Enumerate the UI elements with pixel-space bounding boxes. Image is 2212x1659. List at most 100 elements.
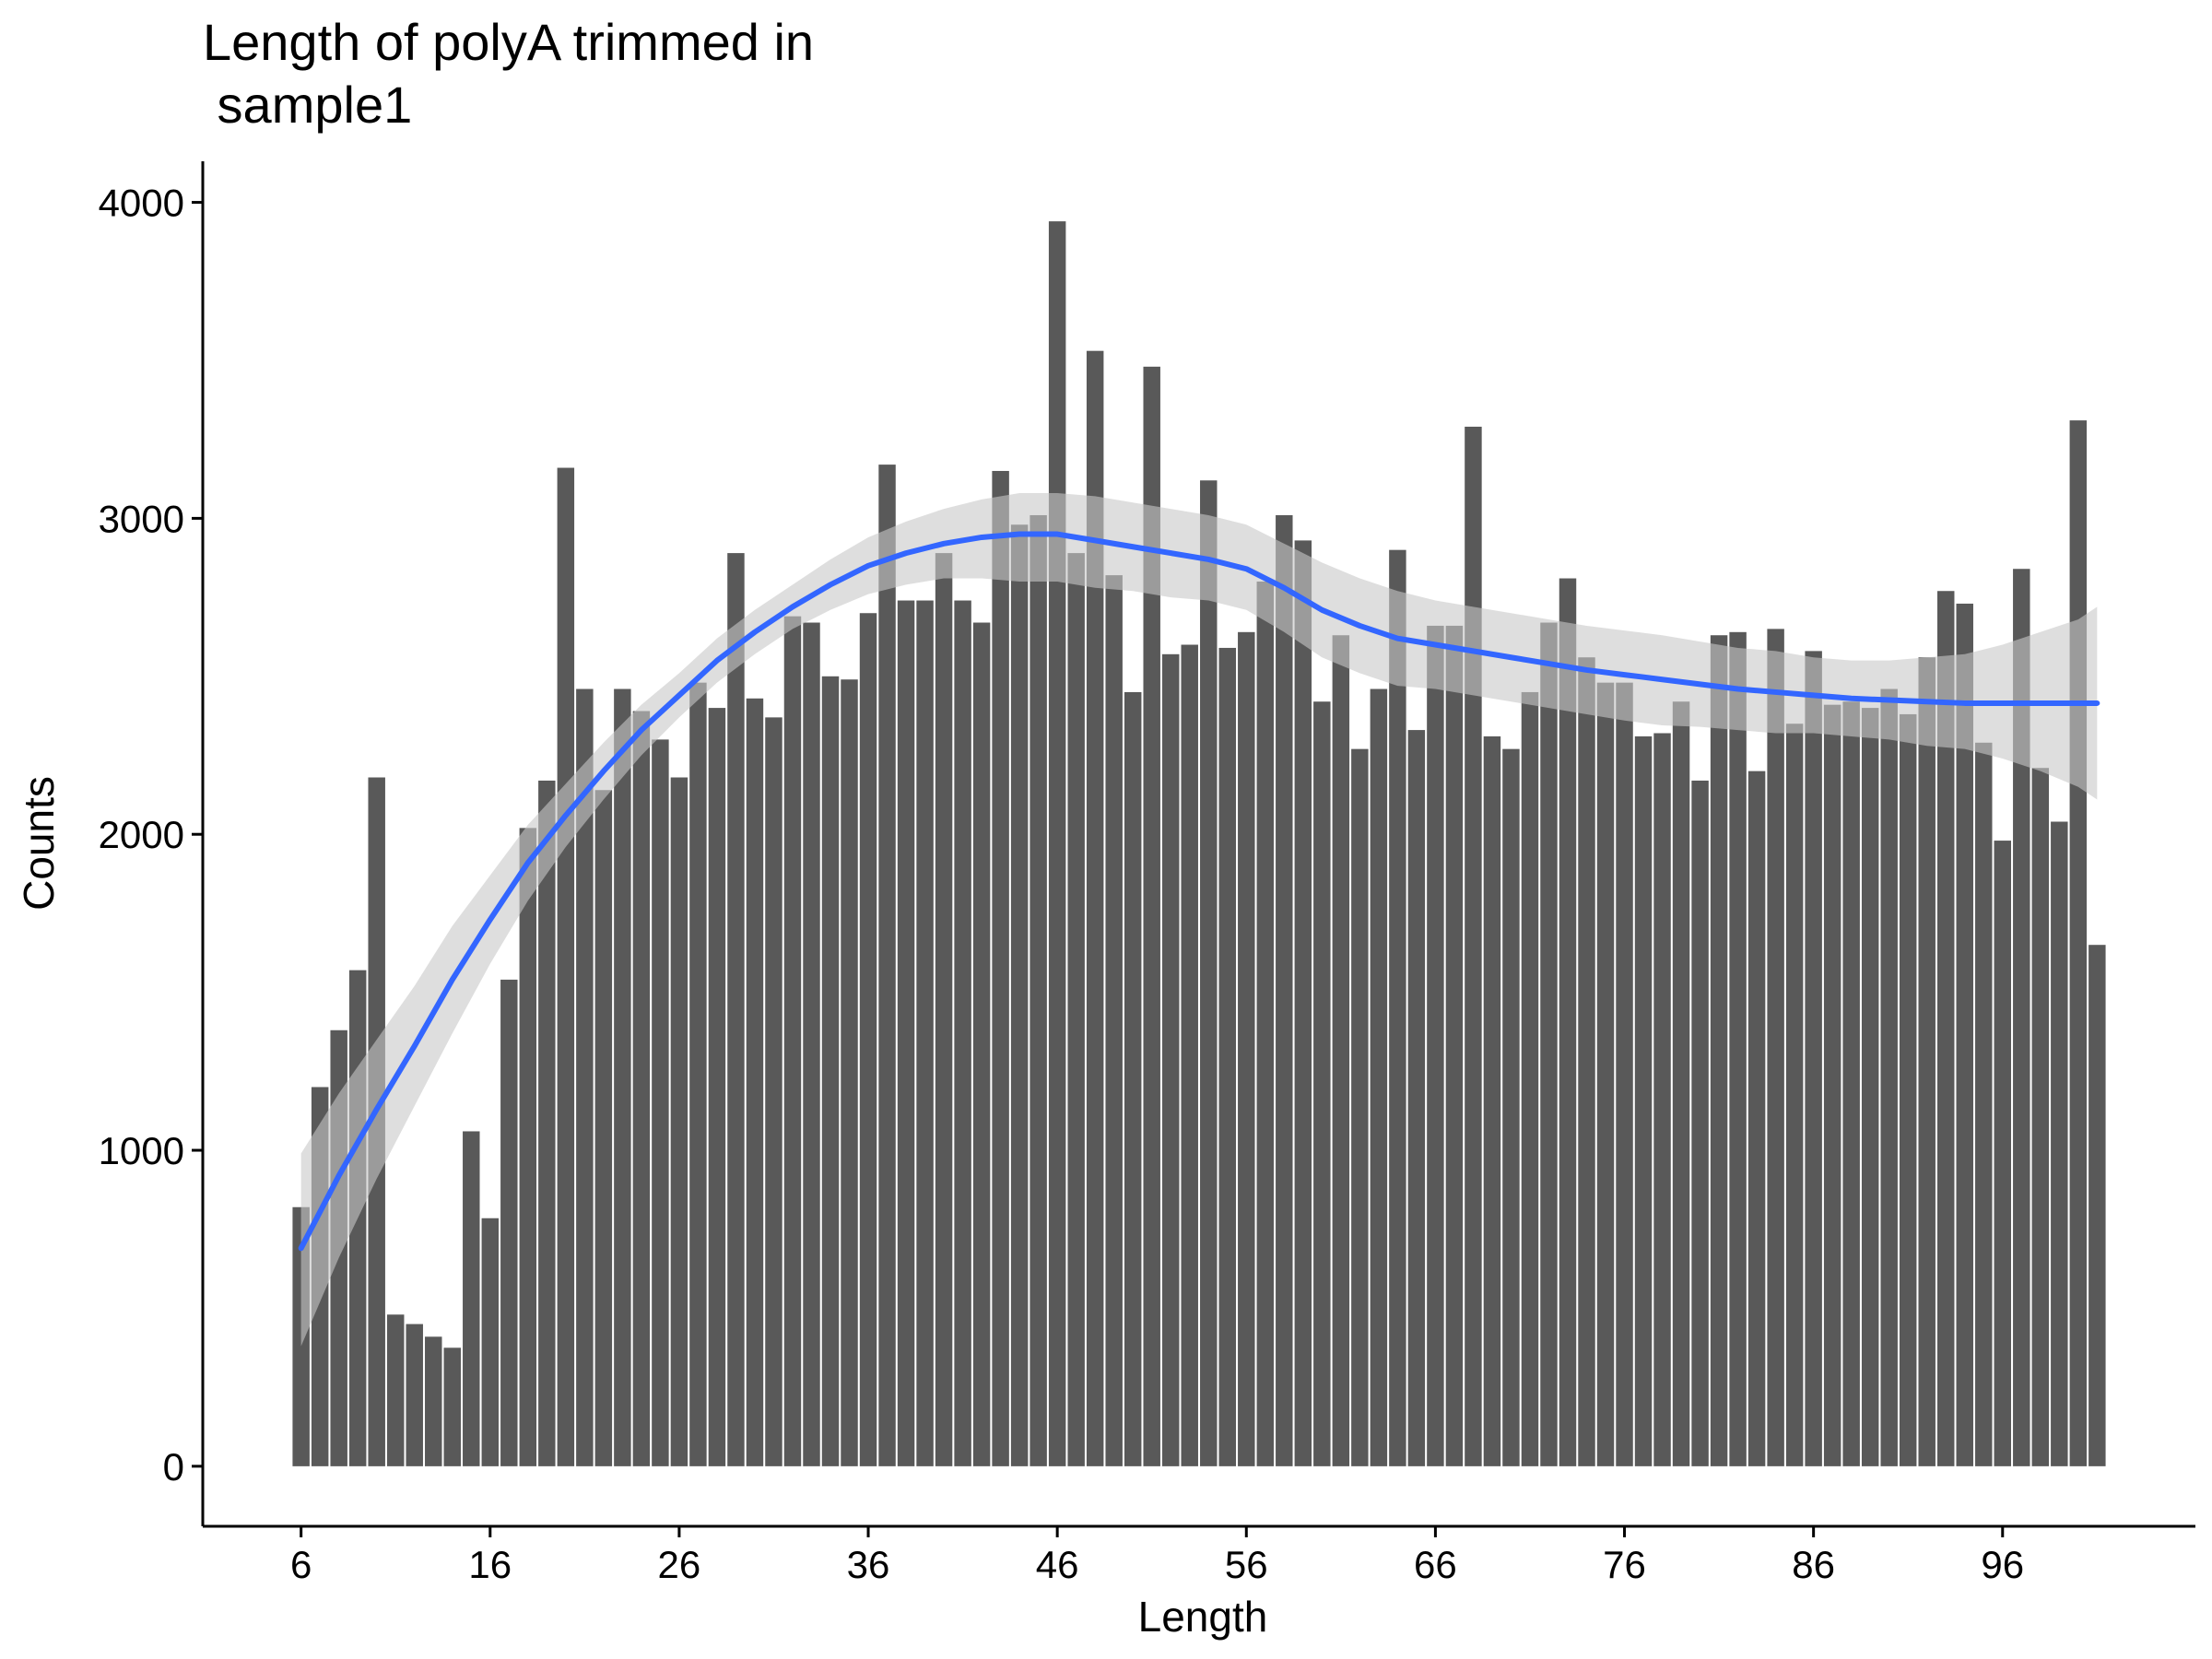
bar-22	[594, 790, 613, 1466]
y-axis-label: Counts	[15, 776, 63, 911]
bar-94	[1956, 603, 1973, 1466]
bar-86	[1805, 651, 1822, 1466]
bar-58	[1276, 514, 1293, 1466]
x-tick-label-36: 36	[847, 1543, 890, 1586]
bar-43	[992, 470, 1009, 1466]
bar-59	[1294, 540, 1312, 1466]
bar-48	[1086, 350, 1104, 1466]
bar-81	[1710, 635, 1728, 1466]
bar-26	[670, 777, 688, 1466]
bar-70	[1502, 748, 1520, 1466]
bar-29	[727, 553, 745, 1466]
bar-87	[1823, 704, 1841, 1466]
bar-77	[1634, 735, 1653, 1466]
bar-52	[1162, 653, 1180, 1466]
bar-57	[1256, 581, 1275, 1466]
bar-28	[708, 708, 726, 1466]
bar-67	[1445, 625, 1464, 1466]
bar-14	[443, 1347, 461, 1466]
bar-64	[1389, 549, 1406, 1466]
bar-101	[2088, 945, 2106, 1466]
bar-62	[1351, 748, 1369, 1466]
bar-21	[576, 688, 594, 1466]
x-tick-label-76: 76	[1603, 1543, 1646, 1586]
smooth-line	[298, 531, 2100, 1252]
bar-60	[1313, 701, 1331, 1466]
bar-85	[1785, 724, 1804, 1466]
bar-66	[1427, 625, 1444, 1466]
bar-72	[1540, 622, 1558, 1466]
bar-79	[1672, 701, 1690, 1466]
bar-76	[1616, 682, 1633, 1466]
bar-95	[1975, 742, 1993, 1466]
x-tick-label-26: 26	[658, 1543, 701, 1586]
y-tick-label-4000: 4000	[99, 182, 184, 225]
bar-18	[519, 828, 537, 1466]
bar-13	[425, 1336, 442, 1466]
bar-19	[538, 780, 556, 1466]
bar-30	[746, 698, 764, 1466]
bar-39	[916, 600, 934, 1466]
bar-71	[1521, 691, 1539, 1466]
bar-25	[652, 739, 669, 1466]
bar-84	[1767, 629, 1784, 1466]
smooth-line-layer	[298, 531, 2100, 1252]
bar-56	[1238, 631, 1255, 1466]
chart-title-line-2: sample1	[203, 76, 413, 134]
y-tick-label-3000: 3000	[99, 497, 184, 540]
bar-96	[1994, 841, 2011, 1466]
bar-63	[1370, 688, 1388, 1466]
bar-98	[2031, 768, 2050, 1466]
bar-65	[1407, 730, 1426, 1466]
bar-17	[500, 979, 518, 1466]
axes-layer: 0 1000 2000 3000 4000 6 16 26 36 46 56 66 76 86 96	[99, 161, 2195, 1586]
bar-75	[1596, 682, 1615, 1466]
x-tick-label-86: 86	[1792, 1543, 1835, 1586]
bar-32	[783, 616, 802, 1466]
bar-31	[765, 717, 782, 1466]
bar-42	[972, 622, 991, 1466]
bar-91	[1899, 713, 1917, 1466]
x-axis-label: Length	[1138, 1593, 1268, 1641]
bar-37	[878, 465, 896, 1466]
bar-97	[2013, 569, 2030, 1466]
bar-88	[1842, 701, 1860, 1466]
x-tick-label-56: 56	[1225, 1543, 1268, 1586]
bar-61	[1332, 635, 1350, 1466]
smooth-confidence-band	[300, 492, 2098, 1347]
bar-90	[1880, 688, 1898, 1466]
bar-44	[1010, 524, 1029, 1466]
bar-83	[1747, 771, 1766, 1466]
bar-51	[1143, 366, 1160, 1466]
bar-89	[1861, 708, 1879, 1466]
y-tick-label-2000: 2000	[99, 813, 184, 856]
bar-78	[1653, 733, 1671, 1466]
bar-92	[1918, 657, 1936, 1466]
bar-74	[1578, 657, 1595, 1466]
bar-45	[1030, 514, 1047, 1466]
x-tick-label-6: 6	[290, 1543, 312, 1586]
bar-100	[2069, 420, 2088, 1466]
bar-27	[689, 682, 707, 1466]
bar-24	[632, 711, 651, 1466]
bar-53	[1181, 644, 1198, 1466]
bar-46	[1048, 221, 1066, 1466]
x-tick-label-96: 96	[1981, 1543, 2024, 1586]
bar-41	[954, 600, 971, 1466]
bar-80	[1691, 780, 1709, 1466]
bar-34	[821, 676, 840, 1466]
bar-35	[841, 679, 858, 1466]
smooth-ribbon-layer	[300, 492, 2098, 1347]
bar-55	[1218, 647, 1236, 1466]
bar-47	[1067, 553, 1085, 1466]
y-tick-label-1000: 1000	[99, 1129, 184, 1172]
bar-50	[1124, 691, 1142, 1466]
bar-15	[463, 1131, 480, 1466]
x-tick-label-66: 66	[1414, 1543, 1457, 1586]
bar-11	[387, 1314, 405, 1466]
bar-12	[406, 1324, 423, 1466]
bar-20	[557, 467, 575, 1466]
bar-69	[1483, 735, 1501, 1466]
bar-49	[1105, 575, 1123, 1466]
